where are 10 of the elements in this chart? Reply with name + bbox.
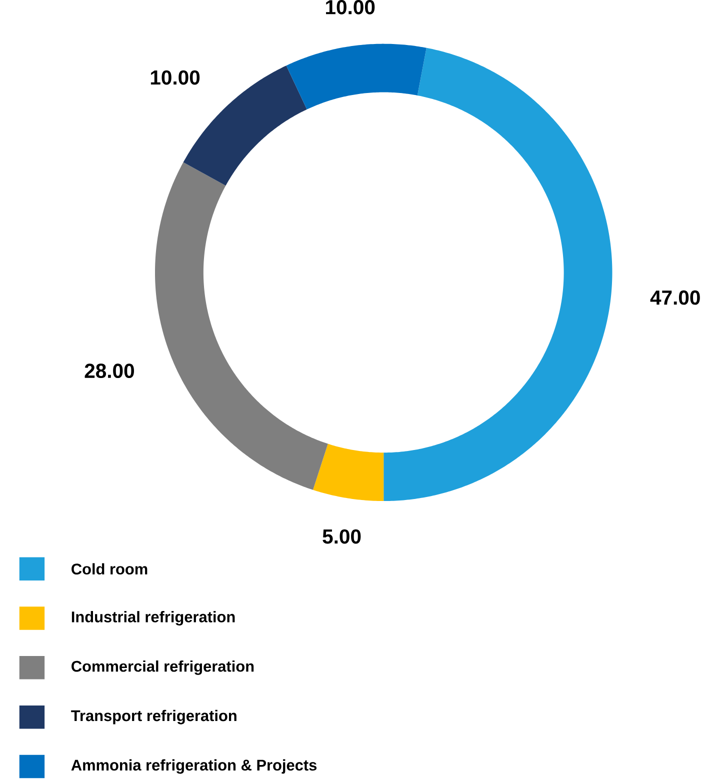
- legend-label: Industrial refrigeration: [72, 611, 235, 626]
- data-label: 5.00: [322, 529, 361, 544]
- legend-label: Ammonia refrigeration & Projects: [71, 759, 317, 774]
- data-label: 10.00: [151, 70, 200, 85]
- legend-label: Transport refrigeration: [71, 710, 237, 724]
- data-label: 28.00: [84, 364, 134, 378]
- data-label: 10.00: [326, 0, 375, 14]
- legend-label: Commercial refrigeration: [72, 660, 254, 675]
- legend-label: Cold room: [72, 563, 148, 575]
- data-label: 47.00: [650, 290, 700, 305]
